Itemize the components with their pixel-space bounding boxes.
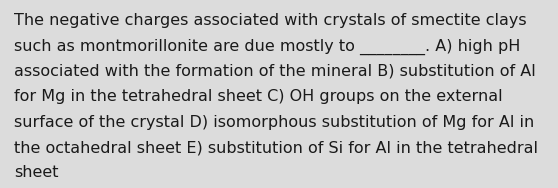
Text: the octahedral sheet E) substitution of Si for Al in the tetrahedral: the octahedral sheet E) substitution of …	[14, 140, 538, 155]
Text: for Mg in the tetrahedral sheet C) OH groups on the external: for Mg in the tetrahedral sheet C) OH gr…	[14, 89, 503, 104]
Text: surface of the crystal D) isomorphous substitution of Mg for Al in: surface of the crystal D) isomorphous su…	[14, 115, 534, 130]
Text: such as montmorillonite are due mostly to ________. A) high pH: such as montmorillonite are due mostly t…	[14, 39, 520, 55]
Text: associated with the formation of the mineral B) substitution of Al: associated with the formation of the min…	[14, 64, 536, 79]
Text: sheet: sheet	[14, 165, 59, 180]
Text: The negative charges associated with crystals of smectite clays: The negative charges associated with cry…	[14, 13, 527, 28]
